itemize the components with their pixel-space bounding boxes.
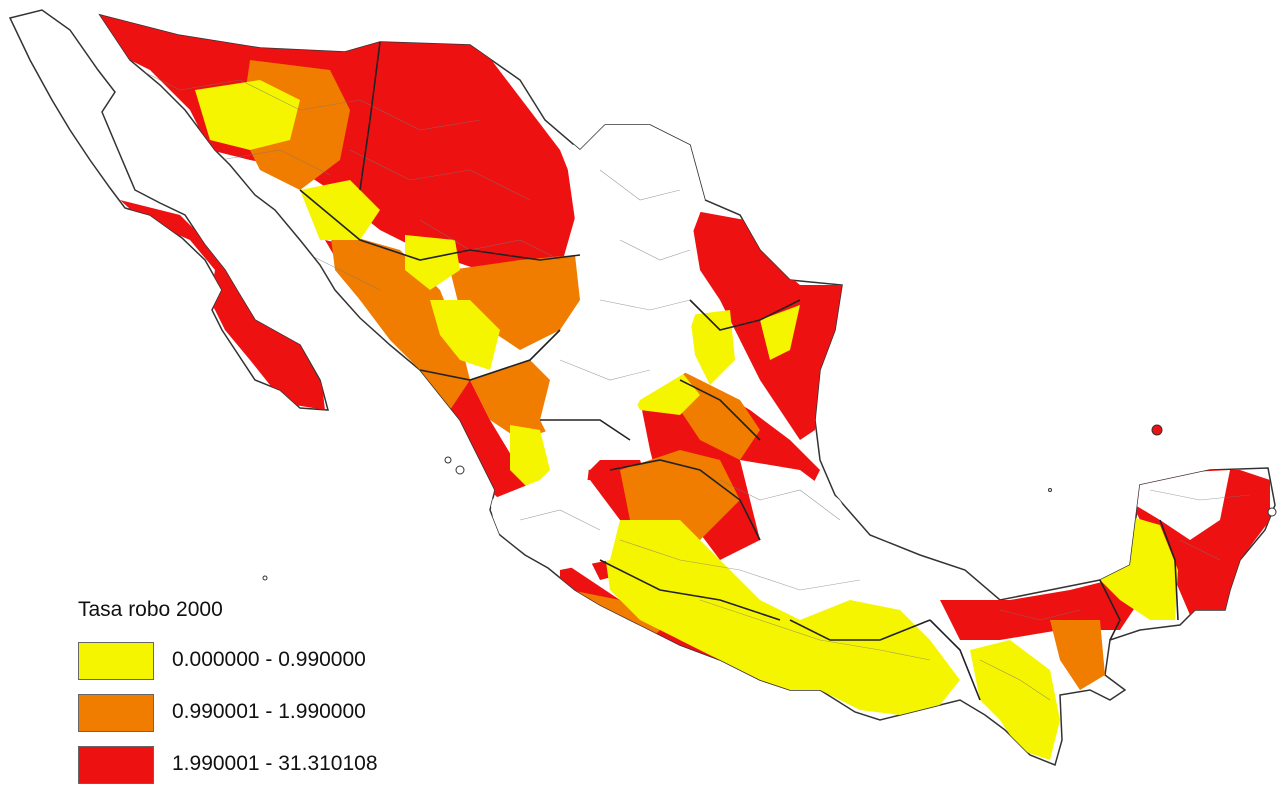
islands <box>262 424 1277 581</box>
no-data-regions <box>490 125 1230 620</box>
legend-swatch-yellow <box>78 642 154 680</box>
map-legend: Tasa robo 2000 0.000000 - 0.990000 0.990… <box>78 598 438 784</box>
class-yellow-regions <box>195 80 1178 760</box>
legend-title: Tasa robo 2000 <box>78 598 223 621</box>
legend-item-high: 1.990001 - 31.310108 <box>78 746 428 786</box>
legend-label-medium: 0.990001 - 1.990000 <box>172 700 366 723</box>
legend-item-medium: 0.990001 - 1.990000 <box>78 694 428 734</box>
state-borders <box>299 41 1179 701</box>
legend-swatch-red <box>78 746 154 784</box>
legend-label-low: 0.000000 - 0.990000 <box>172 648 366 671</box>
legend-label-high: 1.990001 - 31.310108 <box>172 752 378 775</box>
municipal-borders <box>119 59 1251 701</box>
legend-item-low: 0.000000 - 0.990000 <box>78 642 428 682</box>
legend-swatch-orange <box>78 694 154 732</box>
